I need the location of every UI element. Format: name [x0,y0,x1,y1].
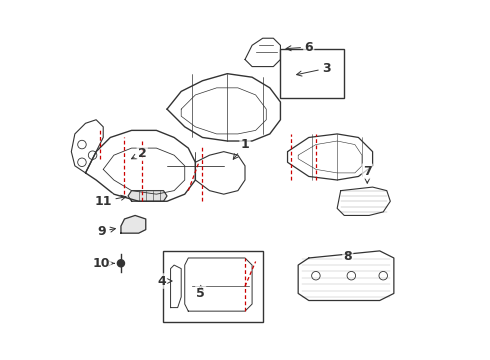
Polygon shape [128,191,167,201]
Circle shape [118,260,124,267]
Text: 1: 1 [233,138,249,159]
Text: 3: 3 [296,62,331,76]
Bar [164,251,263,322]
Text: 2: 2 [131,147,147,160]
Text: 10: 10 [93,257,114,270]
Text: 4: 4 [157,275,172,288]
Text: 11: 11 [95,195,126,208]
Text: 5: 5 [196,285,205,300]
Polygon shape [121,215,146,233]
Text: 9: 9 [97,225,115,238]
Text: 7: 7 [363,165,371,183]
Text: 6: 6 [286,41,313,54]
Text: 8: 8 [343,250,352,263]
Bar [280,49,344,99]
